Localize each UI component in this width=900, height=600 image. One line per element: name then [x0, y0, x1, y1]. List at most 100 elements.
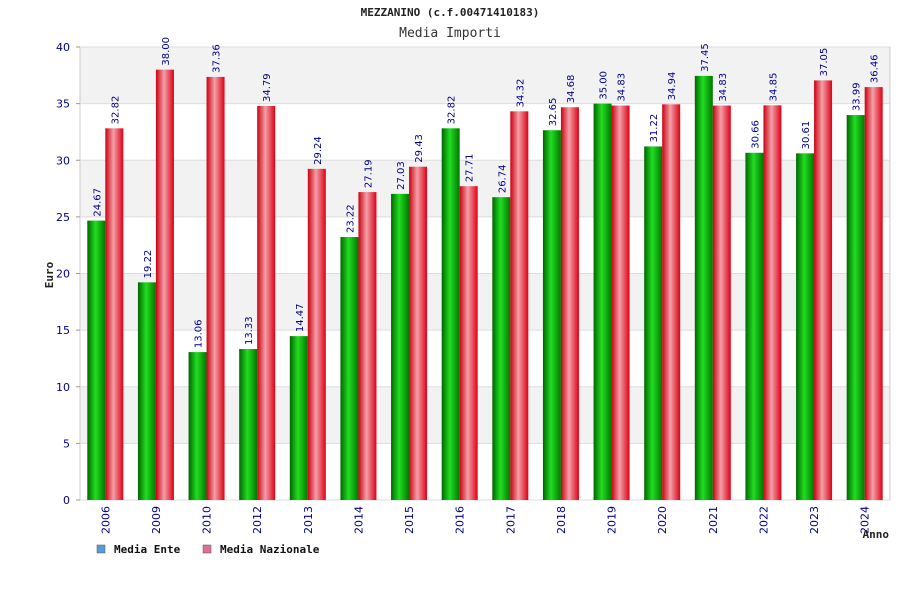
legend-swatch-media-ente: [96, 544, 106, 554]
bar-media-nazionale: [560, 107, 579, 501]
x-tick-label: 2014: [352, 506, 365, 534]
y-tick-label: 0: [63, 494, 70, 507]
x-tick-label: 2016: [454, 506, 467, 534]
data-label: 26.74: [497, 165, 508, 194]
data-label: 13.33: [244, 316, 255, 345]
bar-media-ente: [137, 282, 156, 500]
data-label: 31.22: [649, 114, 660, 143]
data-label: 30.66: [750, 120, 761, 149]
data-label: 14.47: [295, 303, 306, 332]
bar-media-ente: [492, 197, 511, 500]
legend-label-media-nazionale: Media Nazionale: [220, 543, 320, 556]
x-tick-label: 2024: [859, 506, 872, 534]
y-tick-label: 10: [56, 381, 70, 394]
data-label: 29.43: [414, 134, 425, 163]
bar-media-ente: [694, 75, 713, 500]
bar-media-nazionale: [814, 80, 833, 500]
bar-media-nazionale: [864, 87, 883, 500]
x-tick-label: 2018: [555, 506, 568, 534]
y-tick-label: 40: [56, 41, 70, 54]
bar-media-ente: [593, 103, 612, 500]
bar-media-nazionale: [662, 104, 681, 500]
x-tick-label: 2022: [757, 506, 770, 534]
data-label: 13.06: [194, 319, 205, 348]
bar-media-nazionale: [307, 168, 326, 500]
chart-title: MEZZANINO (c.f.00471410183): [361, 6, 540, 19]
x-tick-label: 2012: [251, 506, 264, 534]
bar-media-ente: [644, 146, 663, 500]
bar-media-ente: [796, 153, 815, 501]
x-tick-label: 2020: [656, 506, 669, 534]
data-label: 38.00: [161, 37, 172, 66]
data-label: 37.36: [212, 44, 223, 73]
data-label: 32.65: [548, 98, 559, 127]
x-axis-ticks: 2006 2009 2010 2012 2013 2014 2015 2016 2017 2018…: [99, 506, 871, 534]
x-tick-label: 2015: [403, 506, 416, 534]
bar-media-nazionale: [763, 105, 782, 500]
data-label: 34.32: [515, 79, 526, 108]
x-tick-label: 2006: [99, 506, 112, 534]
bar-media-ente: [542, 130, 561, 500]
data-label: 32.82: [110, 96, 121, 125]
x-tick-label: 2013: [302, 506, 315, 534]
data-label: 24.67: [92, 188, 103, 217]
data-label: 37.05: [819, 48, 830, 77]
x-axis-label: Anno: [863, 528, 890, 541]
bar-media-nazionale: [409, 166, 428, 500]
x-tick-label: 2019: [606, 506, 619, 534]
data-label: 34.83: [617, 73, 628, 102]
data-label: 34.85: [768, 73, 779, 102]
bar-media-ente: [188, 352, 207, 500]
data-label: 23.22: [345, 204, 356, 233]
bar-media-ente: [441, 128, 460, 500]
x-tick-label: 2010: [201, 506, 214, 534]
data-labels-group: 24.67 32.82 19.22 38.00 13.06 37.36 13.33 34.79…: [92, 37, 880, 348]
y-tick-label: 15: [56, 324, 70, 337]
data-label: 34.68: [566, 75, 577, 104]
bar-media-ente: [340, 237, 359, 500]
bar-media-nazionale: [206, 76, 225, 500]
bar-media-nazionale: [257, 106, 276, 501]
data-label: 27.03: [396, 161, 407, 190]
data-label: 27.71: [465, 154, 476, 183]
chart-subtitle: Media Importi: [399, 26, 501, 41]
legend-label-media-ente: Media Ente: [114, 543, 181, 556]
y-tick-label: 25: [56, 211, 70, 224]
y-tick-label: 35: [56, 98, 70, 111]
bar-media-nazionale: [358, 192, 377, 501]
data-label: 37.45: [700, 43, 711, 72]
x-tick-label: 2023: [808, 506, 821, 534]
data-label: 27.19: [363, 159, 374, 188]
data-label: 33.99: [852, 82, 863, 111]
data-label: 32.82: [447, 96, 458, 125]
x-tick-label: 2021: [707, 506, 720, 534]
bar-media-ente: [239, 349, 258, 500]
y-tick-label: 30: [56, 154, 70, 167]
y-axis-label: Euro: [43, 261, 56, 288]
x-tick-label: 2017: [504, 506, 517, 534]
bar-media-nazionale: [510, 111, 529, 501]
data-label: 36.46: [870, 54, 881, 83]
y-axis-ticks: 0 5 10 15 20 25 30 35 40: [56, 41, 80, 507]
bar-media-nazionale: [712, 105, 731, 501]
data-label: 30.61: [801, 121, 812, 150]
bar-media-nazionale: [611, 105, 630, 501]
x-tick-label: 2009: [150, 506, 163, 534]
bar-media-nazionale: [459, 186, 478, 500]
bar-media-ente: [289, 336, 308, 500]
bar-media-ente: [391, 193, 410, 500]
data-label: 19.22: [143, 250, 154, 279]
data-label: 34.83: [718, 73, 729, 102]
bar-media-ente: [846, 115, 865, 501]
bar-media-nazionale: [155, 69, 174, 501]
data-label: 29.24: [313, 136, 324, 165]
bar-media-ente: [87, 220, 106, 500]
legend: Media Ente Media Nazionale: [96, 543, 320, 556]
y-tick-label: 5: [63, 437, 70, 450]
data-label: 34.79: [262, 73, 273, 102]
bar-media-ente: [745, 152, 764, 500]
data-label: 34.94: [667, 72, 678, 101]
data-label: 35.00: [599, 71, 610, 100]
bars-group: [87, 69, 883, 501]
